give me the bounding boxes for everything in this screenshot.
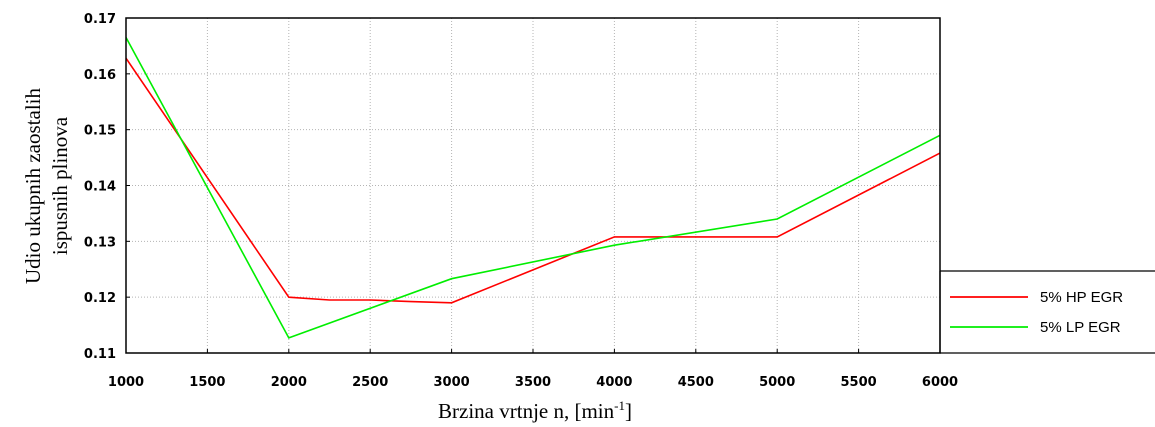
grid-lines bbox=[125, 17, 941, 354]
series-line-5-lp-egr bbox=[125, 37, 941, 339]
y-axis-title: Udio ukupnih zaostalih ispusnih plinova bbox=[21, 88, 72, 284]
x-tick-label: 1500 bbox=[189, 375, 225, 390]
y-axis-title-line-2: ispusnih plinova bbox=[48, 116, 72, 255]
y-tick-label: 0.14 bbox=[84, 180, 116, 195]
y-tick-labels: 0.11 0.12 0.13 0.14 0.15 0.16 0.17 bbox=[84, 12, 116, 362]
legend-label-5-hp-egr: 5% HP EGR bbox=[1040, 289, 1123, 306]
x-tick-label: 4000 bbox=[596, 375, 632, 390]
x-tick-label: 6000 bbox=[922, 375, 958, 390]
y-tick-label: 0.11 bbox=[84, 347, 116, 362]
plot-frame bbox=[125, 17, 941, 354]
series-line-5-hp-egr bbox=[125, 57, 941, 304]
x-tick-label: 1000 bbox=[108, 375, 144, 390]
x-tick-label: 3000 bbox=[434, 375, 470, 390]
y-axis-title-line-1: Udio ukupnih zaostalih bbox=[21, 88, 45, 284]
legend-label-5-lp-egr: 5% LP EGR bbox=[1040, 319, 1121, 336]
x-tick-label: 2500 bbox=[352, 375, 388, 390]
x-axis-title: Brzina vrtnje n, [min-1] bbox=[438, 398, 632, 423]
x-tick-label: 4500 bbox=[678, 375, 714, 390]
y-tick-label: 0.17 bbox=[84, 12, 116, 27]
series-layer bbox=[125, 37, 941, 339]
x-tick-label: 2000 bbox=[271, 375, 307, 390]
y-tick-label: 0.13 bbox=[84, 235, 116, 250]
x-tick-label: 5000 bbox=[759, 375, 795, 390]
y-tick-label: 0.16 bbox=[84, 68, 116, 83]
x-tick-labels: 1000 1500 2000 2500 3000 3500 4000 4500 5000 5500… bbox=[108, 375, 958, 390]
legend: 5% HP EGR 5% LP EGR bbox=[939, 270, 1155, 354]
x-tick-label: 5500 bbox=[841, 375, 877, 390]
legend-frame bbox=[939, 270, 1155, 354]
y-tick-label: 0.12 bbox=[84, 291, 116, 306]
x-tick-label: 3500 bbox=[515, 375, 551, 390]
y-tick-label: 0.15 bbox=[84, 124, 116, 139]
